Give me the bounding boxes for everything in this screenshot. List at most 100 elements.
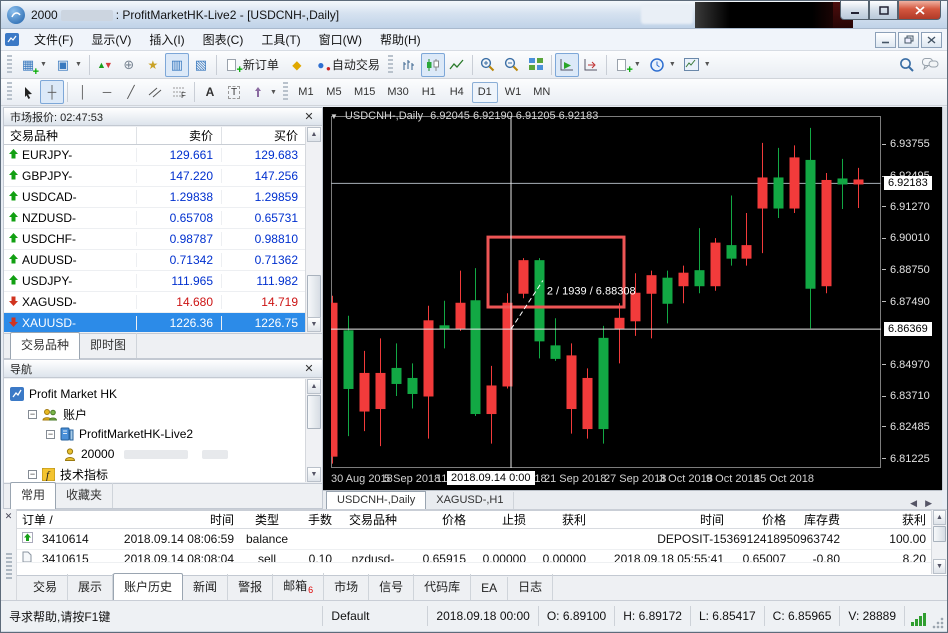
terminal-tab-EA[interactable]: EA [471, 577, 509, 600]
market-watch-row[interactable]: AUDUSD- 0.71342 0.71362 [4, 250, 306, 271]
scroll-right-icon[interactable]: ▶ [925, 498, 932, 508]
tree-item-Profit Market HK[interactable]: Profit Market HK [4, 384, 306, 404]
market-watch-row[interactable]: USDCAD- 1.29838 1.29859 [4, 187, 306, 208]
timeframe-H4[interactable]: H4 [449, 86, 464, 98]
data-window-button[interactable]: ⊕ [117, 53, 141, 77]
column-4[interactable]: 手数 [307, 513, 332, 527]
tab-交易品种[interactable]: 交易品种 [10, 332, 81, 359]
toolbar-grip[interactable] [282, 82, 288, 102]
tree-item-ProfitMarketHK-Live2[interactable]: − ProfitMarketHK-Live2 [4, 424, 306, 444]
terminal-tab-展示[interactable]: 展示 [68, 574, 114, 600]
column-3[interactable]: 类型 [254, 513, 279, 527]
chart-window[interactable]: ▼ USDCNH-,Daily 6.92045 6.92190 6.91205 … [323, 107, 942, 490]
navigator-close-icon[interactable]: ✕ [304, 363, 314, 375]
menu-item[interactable]: 窗口(W) [318, 33, 362, 47]
mdi-close-button[interactable] [921, 31, 942, 48]
cursor-button[interactable] [16, 80, 40, 104]
timeframe-MN[interactable]: MN [533, 86, 551, 98]
toolbar-grip[interactable] [387, 54, 393, 75]
market-watch-row[interactable]: EURJPY- 129.661 129.683 [4, 145, 306, 166]
terminal-tab-账户历史[interactable]: 账户历史 [113, 573, 184, 601]
market-watch-close-icon[interactable]: ✕ [304, 111, 314, 123]
market-watch-row[interactable]: GBPJPY- 147.220 147.256 [4, 166, 306, 187]
terminal-tab-代码库[interactable]: 代码库 [414, 574, 472, 600]
timeframe-M1[interactable]: M1 [298, 86, 314, 98]
resize-grip[interactable] [932, 616, 945, 629]
terminal-scrollbar[interactable]: ▲ ▼ [931, 510, 947, 574]
mdi-system-icon[interactable] [5, 33, 19, 46]
tab-常用[interactable]: 常用 [10, 482, 57, 509]
terminal-tab-警报[interactable]: 警报 [228, 574, 274, 600]
text-label-button[interactable]: T [222, 80, 246, 104]
column-5[interactable]: 交易品种 [348, 513, 397, 527]
candlestick-plot[interactable]: 2 / 1939 / 6.88308 [331, 116, 881, 468]
autotrading-button[interactable]: ● ● 自动交易 [309, 53, 386, 77]
zoom-out-button[interactable] [500, 53, 524, 77]
strategy-tester-button[interactable]: ▧ [189, 53, 213, 77]
tree-item-技术指标[interactable]: − f 技术指标 [4, 464, 306, 482]
market-watch-row[interactable]: XAUUSD- 1226.36 1226.75 [4, 313, 306, 332]
timeframe-M15[interactable]: M15 [353, 86, 376, 98]
timeframe-M30[interactable]: M30 [387, 86, 409, 98]
market-watch-row[interactable]: XAGUSD- 14.680 14.719 [4, 292, 306, 313]
scroll-left-icon[interactable]: ◀ [910, 498, 918, 508]
column-6[interactable]: 价格 [441, 513, 466, 527]
scroll-thumb[interactable] [933, 526, 946, 542]
scroll-thumb[interactable] [307, 275, 321, 319]
minimize-button[interactable] [840, 1, 869, 20]
trendline-button[interactable]: ╱ [119, 80, 143, 104]
tab-即时图[interactable]: 即时图 [80, 333, 138, 358]
auto-scroll-button[interactable] [554, 52, 579, 77]
price-scale[interactable]: 6.937556.924956.912706.900106.887506.874… [882, 116, 942, 468]
toolbar-grip[interactable] [7, 54, 12, 75]
mdi-restore-button[interactable] [898, 31, 919, 48]
chart-tab-XAGUSD-,H1[interactable]: XAGUSD-,H1 [426, 492, 515, 509]
history-row[interactable]: 3410614 2018.09.14 08:06:59 balance DEPOSIT… [17, 529, 932, 550]
horizontal-line-button[interactable]: ─ [95, 80, 119, 104]
terminal-grip[interactable] [5, 553, 12, 579]
bar-chart-button[interactable] [397, 53, 421, 77]
candlestick-button[interactable] [420, 52, 445, 77]
zoom-in-button[interactable] [476, 53, 500, 77]
chart-tab-USDCNH-,Daily[interactable]: USDCNH-,Daily [326, 491, 427, 510]
menu-item[interactable]: 插入(I) [149, 33, 185, 47]
terminal-tab-市场[interactable]: 市场 [324, 574, 370, 600]
metaeditor-button[interactable]: ◆ [285, 53, 309, 77]
scroll-thumb[interactable] [307, 395, 321, 429]
timeframe-W1[interactable]: W1 [504, 86, 522, 98]
tree-item-20000[interactable]: 20000 [4, 444, 306, 464]
scroll-down-icon[interactable]: ▼ [307, 317, 321, 332]
tree-expander-icon[interactable]: − [28, 468, 37, 479]
history-row[interactable]: 3410615 2018.09.14 08:08:04 sell 0.10 nzdusd… [17, 550, 932, 563]
menu-item[interactable]: 工具(T) [261, 33, 301, 47]
menu-item[interactable]: 图表(C) [202, 33, 244, 47]
templates-button[interactable]: ▼ [680, 53, 715, 77]
menu-item[interactable]: 帮助(H) [379, 33, 421, 47]
indicators-button[interactable]: + ▼ [610, 53, 645, 77]
channel-button[interactable] [143, 80, 167, 104]
timeframe-H1[interactable]: H1 [421, 86, 436, 98]
scroll-up-icon[interactable]: ▲ [933, 510, 946, 525]
terminal-tab-信号[interactable]: 信号 [369, 574, 415, 600]
terminal-tab-新闻[interactable]: 新闻 [183, 574, 229, 600]
close-button[interactable] [898, 1, 941, 20]
search-button[interactable] [894, 53, 918, 77]
market-watch-scrollbar[interactable]: ▲ ▼ [305, 127, 322, 332]
menu-item[interactable]: 文件(F) [34, 33, 74, 47]
market-watch-row[interactable]: USDCHF- 0.98787 0.98810 [4, 229, 306, 250]
crosshair-button[interactable]: ┼ [40, 80, 64, 104]
column-2[interactable]: 时间 [209, 513, 234, 527]
terminal-close-icon[interactable]: ✕ [4, 511, 13, 521]
symbol-dropdown-icon[interactable]: ▼ [330, 111, 338, 121]
market-watch-button[interactable]: ▲ ▼ [93, 53, 117, 77]
maximize-button[interactable] [869, 1, 898, 20]
navigator-scrollbar[interactable]: ▲ ▼ [305, 379, 322, 482]
chat-button[interactable] [918, 53, 943, 77]
market-watch-row[interactable]: USDJPY- 111.965 111.982 [4, 271, 306, 292]
scroll-down-icon[interactable]: ▼ [933, 559, 946, 574]
chart-shift-button[interactable] [579, 53, 603, 77]
line-chart-button[interactable] [445, 53, 469, 77]
arrows-button[interactable]: ▼ [246, 80, 281, 104]
profiles-button[interactable]: ▣ ▼ [51, 53, 86, 77]
